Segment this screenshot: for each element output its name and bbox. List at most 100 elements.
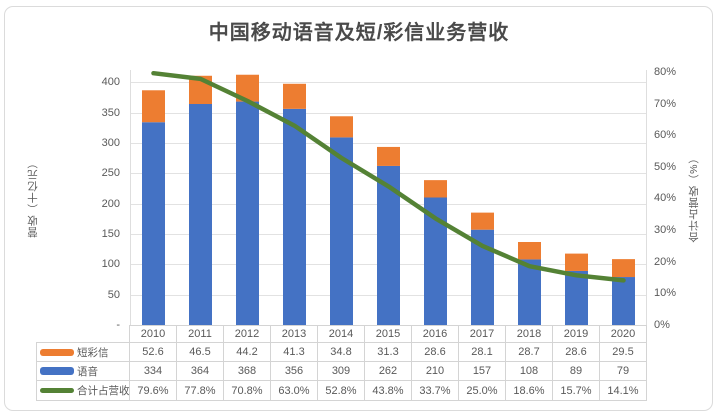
table-value-cell: 364 — [177, 362, 224, 381]
year-header-cell: 2013 — [271, 325, 318, 343]
left-axis-tick-label: 250 — [101, 167, 120, 180]
chart-title: 中国移动语音及短/彩信业务营收 — [208, 22, 510, 44]
table-value-cell: 28.7 — [506, 343, 553, 362]
bar-voice — [330, 137, 353, 325]
table-value-cell: 262 — [365, 362, 412, 381]
legend-bar-key-icon — [40, 348, 74, 356]
table-value-cell: 334 — [130, 362, 177, 381]
table-value-cell: 52.8% — [318, 381, 365, 401]
bar-sms — [377, 146, 400, 166]
trend-line — [151, 70, 626, 283]
bar-voice — [612, 277, 635, 325]
year-header-cell: 2015 — [365, 325, 412, 343]
right-axis-tick-label: 40% — [654, 192, 677, 205]
table-value-cell: 25.0% — [459, 381, 506, 401]
table-value-cell: 368 — [224, 362, 271, 381]
bar-sms — [565, 253, 588, 271]
right-axis-title-wrap: 合计占营收（%） — [686, 70, 701, 325]
bar-voice — [377, 165, 400, 325]
chart-data-table: 2010 2011 2012 2013 2014 2015 2016 2017 2018 2019… — [36, 325, 647, 401]
table-value-cell: 356 — [271, 362, 318, 381]
right-axis-title: 合计占营收（%） — [688, 152, 700, 243]
left-axis-tick-label: 300 — [101, 136, 120, 149]
bar-voice — [518, 259, 541, 325]
left-axis-tick-label: - — [116, 319, 120, 331]
table-corner-cell — [36, 325, 130, 343]
table-value-cell: 15.7% — [553, 381, 600, 401]
legend-line-key-icon — [40, 388, 74, 393]
legend-label: 语音 — [77, 365, 98, 378]
right-axis-tick-label: 20% — [654, 255, 677, 268]
bar-voice — [236, 101, 259, 325]
table-value-cell: 41.3 — [271, 343, 318, 362]
bar-sms — [330, 116, 353, 138]
legend-cell-voice: 语音 — [36, 362, 130, 381]
right-axis-tick-label: 30% — [654, 224, 677, 237]
left-axis-tick-label: 350 — [101, 106, 120, 119]
table-value-cell: 18.6% — [506, 381, 553, 401]
legend-label: 短彩信 — [77, 346, 109, 359]
table-value-cell: 52.6 — [130, 343, 177, 362]
year-header-cell: 2011 — [177, 325, 224, 343]
year-header-cell: 2010 — [130, 325, 177, 343]
right-axis-tick-label: 80% — [654, 65, 677, 78]
right-axis-tick-label: 50% — [654, 160, 677, 173]
left-axis-tick-label: 400 — [101, 76, 120, 89]
bar-voice — [189, 104, 212, 325]
table-value-cell: 77.8% — [177, 381, 224, 401]
bar-sms — [236, 74, 259, 102]
table-value-cell: 29.5 — [600, 343, 647, 362]
right-axis-tick-label: 70% — [654, 97, 677, 110]
year-header-cell: 2019 — [553, 325, 600, 343]
left-axis-tick-label: 50 — [107, 288, 120, 301]
table-value-cell: 70.8% — [224, 381, 271, 401]
table-value-cell: 28.1 — [459, 343, 506, 362]
table-value-cell: 14.1% — [600, 381, 647, 401]
table-value-cell: 44.2 — [224, 343, 271, 362]
legend-cell-total-pct: 合计占营收 — [36, 381, 130, 401]
bar-sms — [518, 242, 541, 260]
table-value-cell: 79.6% — [130, 381, 177, 401]
left-axis-title: 营收（十亿元） — [27, 157, 39, 238]
table-value-cell: 33.7% — [412, 381, 459, 401]
left-axis-tick-label: 100 — [101, 258, 120, 271]
year-header-cell: 2014 — [318, 325, 365, 343]
table-value-cell: 34.8 — [318, 343, 365, 362]
bar-sms — [424, 180, 447, 198]
legend-cell-sms: 短彩信 — [36, 343, 130, 362]
bar-voice — [142, 122, 165, 325]
chart-plot-area — [130, 70, 647, 325]
bar-voice — [565, 270, 588, 325]
year-header-cell: 2020 — [600, 325, 647, 343]
table-value-cell: 210 — [412, 362, 459, 381]
year-header-cell: 2016 — [412, 325, 459, 343]
bar-sms — [612, 259, 635, 278]
bar-voice — [471, 229, 494, 325]
table-value-cell: 28.6 — [412, 343, 459, 362]
legend-bar-key-icon — [40, 367, 74, 375]
left-axis-tick-label: 200 — [101, 197, 120, 210]
year-header-cell: 2018 — [506, 325, 553, 343]
table-value-cell: 157 — [459, 362, 506, 381]
right-axis-tick-label: 0% — [654, 319, 670, 331]
table-value-cell: 309 — [318, 362, 365, 381]
table-value-cell: 46.5 — [177, 343, 224, 362]
year-header-cell: 2012 — [224, 325, 271, 343]
year-header-cell: 2017 — [459, 325, 506, 343]
bar-sms — [142, 90, 165, 123]
table-value-cell: 31.3 — [365, 343, 412, 362]
chart-card-border — [4, 6, 713, 411]
table-value-cell: 63.0% — [271, 381, 318, 401]
table-value-cell: 89 — [553, 362, 600, 381]
legend-label: 合计占营收 — [77, 385, 130, 397]
left-axis-tick-label: 150 — [101, 227, 120, 240]
bar-sms — [471, 212, 494, 230]
right-axis-tick-label: 60% — [654, 129, 677, 142]
right-axis-tick-label: 10% — [654, 287, 677, 300]
left-axis-title-wrap: 营收（十亿元） — [25, 70, 40, 325]
table-value-cell: 108 — [506, 362, 553, 381]
bar-voice — [424, 197, 447, 325]
table-value-cell: 79 — [600, 362, 647, 381]
bar-sms — [283, 83, 306, 109]
bar-voice — [283, 108, 306, 325]
